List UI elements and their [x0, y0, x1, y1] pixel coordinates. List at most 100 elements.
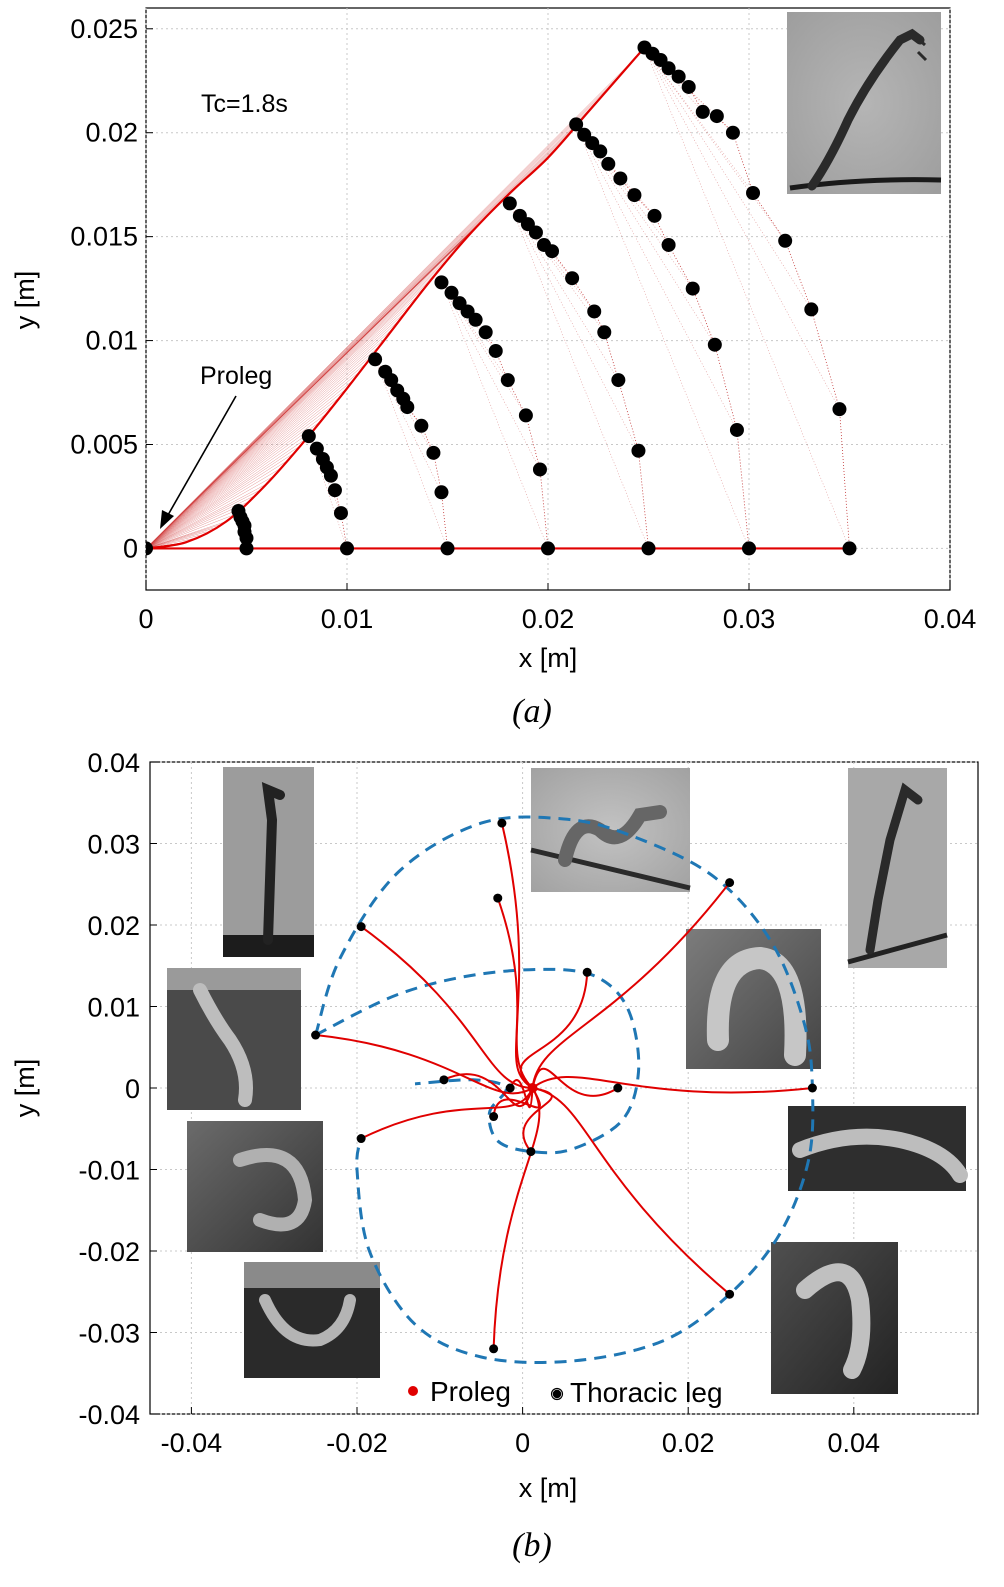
data-point	[832, 402, 847, 417]
data-point	[323, 468, 338, 483]
data-point	[804, 302, 819, 317]
data-point	[742, 541, 756, 556]
body-connector	[644, 47, 840, 410]
data-point	[778, 233, 793, 248]
body-connector	[644, 47, 812, 310]
panel-b: -0.04 -0.02 0 0.02 0.04 -0.04 -0.03 -0.02 -0.01 0…	[10, 748, 979, 1564]
y-tick-label: -0.04	[78, 1400, 140, 1430]
y-tick-label: 0.02	[85, 118, 138, 148]
fan-line	[146, 476, 274, 549]
data-point	[333, 506, 348, 521]
y-tick-label: 0.01	[87, 993, 140, 1023]
inset-photo-upright-left	[223, 767, 314, 957]
inset-photo-curled-left	[187, 1121, 323, 1252]
x-tick-label: 0.02	[522, 604, 575, 634]
data-point	[681, 79, 696, 94]
inset-photo-arched-top	[530, 768, 691, 892]
thoracic-leg-point	[489, 1344, 499, 1354]
panel-a: 0 0.01 0.02 0.03 0.04 0 0.005 0.01 0.015 0.02 0.02…	[10, 7, 976, 730]
data-point	[725, 125, 740, 140]
fan-line	[146, 445, 301, 549]
proleg-curve	[531, 881, 731, 1089]
fan-line	[146, 460, 287, 549]
data-point	[440, 541, 455, 556]
panel-a-proleg-trajectory	[146, 46, 646, 550]
fan-line	[146, 292, 421, 549]
body-connector	[441, 282, 496, 352]
panel-a-fan-lines	[146, 58, 636, 549]
data-point	[541, 541, 555, 556]
data-point	[671, 69, 686, 84]
panel-a-inset-photo	[787, 12, 942, 194]
data-point	[569, 117, 584, 132]
data-point	[601, 156, 616, 171]
fan-line	[146, 388, 348, 549]
body-connector	[644, 47, 850, 549]
thoracic-leg-point	[493, 893, 503, 903]
data-point	[695, 104, 710, 119]
y-tick-label: 0	[123, 533, 138, 563]
y-tick-label: -0.03	[78, 1319, 140, 1349]
inset-photo-horizontal-right	[788, 1106, 968, 1191]
data-point	[593, 144, 608, 159]
data-point	[528, 225, 543, 240]
y-tick-label: 0.005	[70, 430, 138, 460]
fan-line	[146, 301, 415, 549]
proleg-curve	[531, 1067, 619, 1097]
data-point	[488, 343, 503, 358]
fan-line	[146, 362, 368, 549]
x-tick-label: -0.04	[161, 1428, 223, 1458]
fan-line	[146, 514, 234, 549]
thoracic-leg-point	[356, 922, 366, 932]
fan-line	[146, 370, 361, 549]
legend-thoracic-ring	[550, 1387, 564, 1401]
body-connector	[575, 124, 655, 217]
fan-line	[146, 421, 321, 549]
proleg-curve	[531, 1076, 813, 1094]
panel-b-envelope-inner	[314, 967, 641, 1155]
fan-line	[146, 535, 200, 549]
fan-line	[146, 490, 261, 549]
panel-b-ylabel: y [m]	[10, 1059, 40, 1118]
thoracic-leg-point	[439, 1075, 449, 1085]
data-point	[426, 445, 441, 460]
inset-photo-upright-right	[847, 768, 948, 968]
body-connector	[441, 282, 527, 416]
body-connector	[575, 124, 750, 549]
body-connector	[644, 47, 703, 113]
data-point	[545, 244, 560, 259]
fan-line	[146, 344, 381, 549]
data-point	[384, 373, 399, 388]
panel-b-legend: Proleg Thoracic leg	[408, 1376, 723, 1408]
fan-line	[146, 438, 307, 549]
data-point	[502, 196, 517, 211]
x-tick-label: 0.03	[723, 604, 776, 634]
fan-line	[146, 58, 636, 549]
data-point	[842, 541, 857, 556]
thoracic-leg-point	[497, 818, 507, 828]
body-connector	[509, 203, 649, 549]
panel-a-points	[146, 40, 857, 556]
data-point	[597, 325, 612, 340]
proleg-curve	[492, 1087, 541, 1349]
thoracic-leg-point	[489, 1112, 499, 1122]
data-point	[146, 541, 153, 556]
data-point	[611, 373, 626, 388]
data-point	[746, 185, 761, 200]
thoracic-leg-point	[505, 1083, 515, 1093]
data-point	[239, 531, 254, 546]
data-point	[707, 337, 722, 352]
x-tick-label: -0.02	[326, 1428, 388, 1458]
y-tick-label: 0.01	[85, 326, 138, 356]
proleg-curve	[443, 1073, 534, 1107]
panel-a-label: (a)	[512, 693, 552, 730]
legend-proleg-label: Proleg	[430, 1376, 511, 1407]
body-connector	[509, 203, 595, 312]
fan-line	[146, 508, 240, 549]
body-connector	[575, 124, 738, 431]
y-tick-label: -0.02	[78, 1237, 140, 1267]
data-point	[518, 408, 533, 423]
body-line	[509, 203, 649, 549]
data-point	[661, 61, 676, 76]
thoracic-leg-point	[356, 1134, 366, 1144]
